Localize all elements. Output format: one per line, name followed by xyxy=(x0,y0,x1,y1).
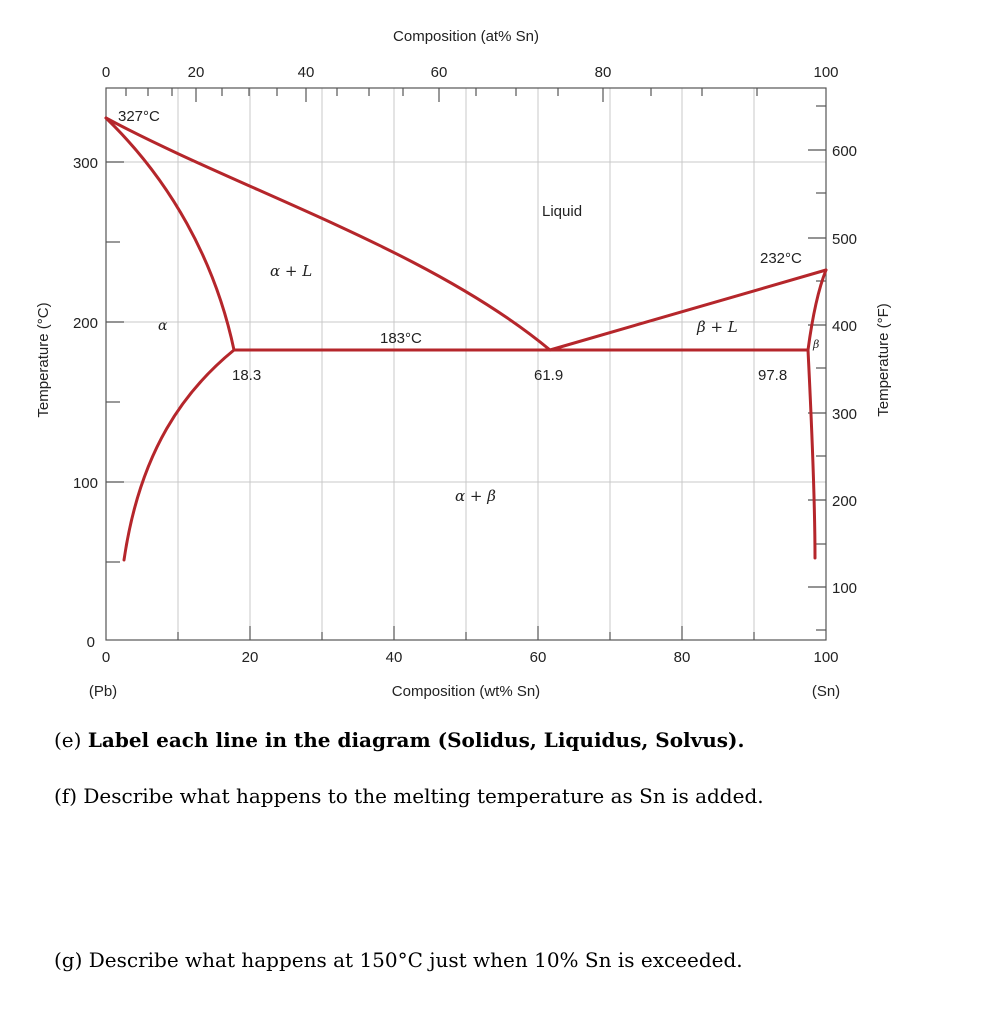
left-tick-label: 300 xyxy=(73,155,98,172)
left-tick-label: 0 xyxy=(87,634,95,651)
beta-plus-liquid-label: β + L xyxy=(696,318,738,336)
eutectic-composition-label: 61.9 xyxy=(534,367,563,384)
right-tick-label: 200 xyxy=(832,493,857,510)
bottom-tick-label: 20 xyxy=(242,649,259,666)
top-axis-label: Composition (at% Sn) xyxy=(393,28,539,45)
top-tick-label: 80 xyxy=(595,64,612,81)
pb-melting-point-label: 327°C xyxy=(118,108,160,125)
right-axis-label: Temperature (°F) xyxy=(875,303,892,417)
top-tick-label: 0 xyxy=(102,64,110,81)
eutectic-temperature-label: 183°C xyxy=(380,330,422,347)
solvus-alpha-line xyxy=(122,348,236,562)
sn-melting-point-label: 232°C xyxy=(760,250,802,267)
left-axis-label: Temperature (°C) xyxy=(35,302,52,417)
right-tick-label: 100 xyxy=(832,580,857,597)
right-tick-label: 600 xyxy=(832,143,857,160)
question-e-prefix: (e) xyxy=(54,728,88,752)
solidus-alpha-line xyxy=(104,116,236,352)
top-tick-label: 60 xyxy=(431,64,448,81)
left-tick-label: 200 xyxy=(73,315,98,332)
bottom-tick-label: 60 xyxy=(530,649,547,666)
right-tick-label: 400 xyxy=(832,318,857,335)
question-e-text: Label each line in the diagram (Solidus,… xyxy=(87,728,745,752)
bottom-tick-label: 0 xyxy=(102,649,110,666)
left-tick-label: 100 xyxy=(73,475,98,492)
top-axis-ticks xyxy=(125,88,758,102)
right-axis-ticks xyxy=(808,105,826,631)
vertical-gridlines xyxy=(177,88,755,640)
bottom-axis-ticks xyxy=(177,626,755,640)
solidus-beta-line xyxy=(806,268,828,352)
liquid-region-label: Liquid xyxy=(542,203,582,220)
beta-region-label: β xyxy=(812,338,819,351)
liquidus-right-line xyxy=(548,268,828,352)
bottom-tick-label: 40 xyxy=(386,649,403,666)
alpha-plus-beta-label: α + β xyxy=(455,487,496,505)
beta-max-solubility-label: 97.8 xyxy=(758,367,787,384)
sn-end-label: (Sn) xyxy=(812,683,840,700)
top-tick-label: 20 xyxy=(188,64,205,81)
right-tick-label: 500 xyxy=(832,231,857,248)
bottom-axis-label: Composition (wt% Sn) xyxy=(392,683,540,700)
pb-end-label: (Pb) xyxy=(89,683,117,700)
solvus-beta-line xyxy=(806,348,817,560)
alpha-plus-liquid-label: α + L xyxy=(270,262,312,280)
top-tick-label: 40 xyxy=(298,64,315,81)
phase-boundaries xyxy=(104,116,828,562)
alpha-region-label: α xyxy=(158,318,168,334)
bottom-tick-label: 80 xyxy=(674,649,691,666)
right-tick-label: 300 xyxy=(832,406,857,423)
left-axis-ticks xyxy=(106,161,124,563)
alpha-max-solubility-label: 18.3 xyxy=(232,367,261,384)
top-tick-label: 100 xyxy=(813,64,838,81)
liquidus-left-line xyxy=(104,116,552,352)
question-f: (f) Describe what happens to the melting… xyxy=(54,784,764,808)
phase-diagram: Composition (at% Sn) 0 20 40 60 80 100 0… xyxy=(35,28,892,700)
question-e: (e) Label each line in the diagram (Soli… xyxy=(54,728,744,752)
question-g: (g) Describe what happens at 150°C just … xyxy=(54,948,743,972)
bottom-tick-label: 100 xyxy=(813,649,838,666)
